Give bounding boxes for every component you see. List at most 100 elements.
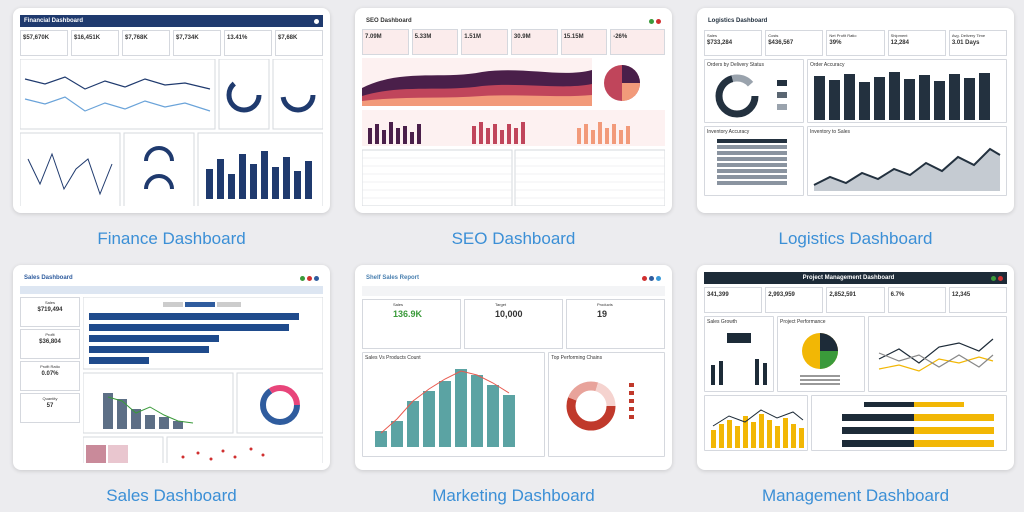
performance-trend-panel — [868, 316, 1007, 392]
finance-screen: Financial Dashboard $57,670K $16,451K $7… — [20, 15, 323, 206]
management-kpi: 2,993,959 — [765, 287, 824, 313]
management-kpi: 6.7% — [887, 287, 946, 313]
sales-kpi: Quantity 57 — [20, 393, 80, 423]
logistics-titlebar: Logistics Dashboard — [704, 15, 1007, 27]
management-kpi: 341,399 — [704, 287, 763, 313]
logistics-kpi: Net Profit Ratio 39% — [826, 30, 885, 56]
top-chains-panel: Top Performing Chains — [548, 352, 665, 457]
management-caption[interactable]: Management Dashboard — [761, 486, 950, 505]
seo-title: SEO Dashboard — [366, 18, 412, 24]
inventory-sales-panel: Inventory to Sales — [807, 126, 1007, 196]
logistics-kpi-row: Sales $733,284 Costs $436,567 Net Profit R… — [704, 30, 1007, 56]
delivery-status-panel: Orders by Delivery Status — [704, 59, 804, 123]
finance-kpi: $57,670K — [20, 30, 68, 56]
linkedin-icon — [649, 275, 654, 281]
management-titlebar: Project Management Dashboard — [704, 272, 1007, 284]
seo-kpi: 1.51M — [461, 29, 508, 55]
card-marketing[interactable]: Shelf Sales Report Sales 136.9K Target 10,… — [355, 265, 672, 506]
card-sales[interactable]: Sales Dashboard Sales $719,494 Profit $36,… — [13, 265, 330, 506]
sales-vs-products-chart — [375, 369, 515, 447]
twitter-icon — [656, 275, 661, 281]
sales-kpi-column: Sales $719,494 Profit $36,804 Profit Ratio… — [20, 297, 80, 463]
customer-bars — [711, 409, 804, 448]
seo-kpi: 7.09M — [362, 29, 409, 55]
share-icon — [649, 18, 654, 24]
logistics-title: Logistics Dashboard — [708, 18, 768, 24]
sales-vs-products-panel: Sales Vs Products Count — [362, 352, 546, 457]
sales-kpi: Profit Ratio 0.07% — [20, 361, 80, 391]
management-row-1: Sales Growth Project Performance — [704, 316, 1007, 392]
marketing-titlebar: Shelf Sales Report — [362, 272, 665, 284]
finance-kpi: $7,68K — [275, 30, 323, 56]
seo-kpi-row: 7.09M 5.33M 1.51M 30.9M 15.15M -26% — [362, 29, 665, 55]
seo-kpi: 5.33M — [411, 29, 459, 55]
youtube-icon — [642, 275, 647, 281]
youtube-icon — [307, 275, 312, 281]
logistics-caption[interactable]: Logistics Dashboard — [778, 229, 933, 248]
finance-kpi-row: $57,670K $16,451K $7,768K $7,734K 13.41%… — [20, 30, 323, 56]
finance-kpi: $16,451K — [71, 30, 119, 56]
sales-kpi: Sales $719,494 — [20, 297, 80, 327]
filter-icon — [314, 18, 319, 24]
marketing-kpi: Target 10,000 — [464, 299, 563, 349]
sales-growth-chart — [711, 333, 767, 385]
marketing-title: Shelf Sales Report — [366, 275, 420, 281]
inventory-sales-area — [813, 147, 1001, 191]
seo-thumbnail[interactable]: SEO Dashboard 7.09M 5.33M 1.51M 30.9M 15… — [355, 8, 672, 213]
marketing-kpi: Products 19 — [566, 299, 665, 349]
management-thumbnail[interactable]: Project Management Dashboard 341,399 2,9… — [697, 265, 1014, 470]
management-title: Project Management Dashboard — [802, 275, 895, 281]
logistics-kpi: Avg. Delivery Time 3.01 Days — [948, 30, 1007, 56]
card-seo[interactable]: SEO Dashboard 7.09M 5.33M 1.51M 30.9M 15… — [355, 8, 672, 249]
youtube-icon — [998, 275, 1003, 281]
sales-charts — [83, 297, 323, 463]
sales-thumbnail[interactable]: Sales Dashboard Sales $719,494 Profit $36,… — [13, 265, 330, 470]
logistics-kpi: Shipment 12,284 — [887, 30, 946, 56]
order-accuracy-bars — [814, 72, 990, 120]
order-accuracy-panel: Order Accuracy — [807, 59, 1007, 123]
card-finance[interactable]: Financial Dashboard $57,670K $16,451K $7… — [13, 8, 330, 249]
marketing-screen: Shelf Sales Report Sales 136.9K Target 10,… — [362, 272, 665, 463]
project-performance-panel: Project Performance — [777, 316, 865, 392]
cost-revenue-panel — [811, 395, 1007, 451]
seo-ratio-kpi: -26% — [610, 29, 665, 55]
logistics-kpi: Costs $436,567 — [765, 30, 824, 56]
customer-panel — [704, 395, 808, 451]
logistics-kpi: Sales $733,284 — [704, 30, 763, 56]
management-kpi: 2,852,591 — [826, 287, 885, 313]
management-kpi: 12,345 — [948, 287, 1007, 313]
seo-kpi: 15.15M — [560, 29, 608, 55]
seo-charts — [362, 58, 665, 206]
share-icon — [991, 275, 996, 281]
seo-caption[interactable]: SEO Dashboard — [451, 229, 576, 248]
marketing-thumbnail[interactable]: Shelf Sales Report Sales 136.9K Target 10,… — [355, 265, 672, 470]
sales-caption[interactable]: Sales Dashboard — [106, 486, 237, 505]
cost-revenue-bars — [842, 402, 994, 447]
management-screen: Project Management Dashboard 341,399 2,9… — [704, 272, 1007, 463]
finance-title: Financial Dashboard — [24, 18, 84, 24]
finance-kpi: $7,768K — [122, 30, 170, 56]
marketing-filter-bar[interactable] — [362, 286, 665, 296]
finance-charts — [20, 59, 323, 206]
marketing-kpi: Sales 136.9K — [362, 299, 461, 349]
card-management[interactable]: Project Management Dashboard 341,399 2,9… — [697, 265, 1014, 506]
logistics-thumbnail[interactable]: Logistics Dashboard Sales $733,284 Costs $… — [697, 8, 1014, 213]
finance-kpi: 13.41% — [224, 30, 272, 56]
logistics-screen: Logistics Dashboard Sales $733,284 Costs $… — [704, 15, 1007, 206]
sales-filter-bar[interactable] — [20, 286, 323, 294]
logistics-row-2: Inventory Accuracy Inventory to Sales — [704, 126, 1007, 196]
marketing-kpi-row: Sales 136.9K Target 10,000 Products 19 — [362, 299, 665, 349]
project-performance-pie — [800, 333, 840, 385]
finance-thumbnail[interactable]: Financial Dashboard $57,670K $16,451K $7… — [13, 8, 330, 213]
logistics-row-1: Orders by Delivery Status Order Accuracy — [704, 59, 1007, 123]
finance-titlebar: Financial Dashboard — [20, 15, 323, 27]
share-icon — [300, 275, 305, 281]
finance-caption[interactable]: Finance Dashboard — [97, 229, 246, 248]
sales-body: Sales $719,494 Profit $36,804 Profit Ratio… — [20, 297, 323, 463]
card-logistics[interactable]: Logistics Dashboard Sales $733,284 Costs $… — [697, 8, 1014, 249]
settings-icon — [656, 18, 661, 24]
linkedin-icon — [314, 275, 319, 281]
marketing-caption[interactable]: Marketing Dashboard — [432, 486, 595, 505]
finance-kpi: $7,734K — [173, 30, 221, 56]
